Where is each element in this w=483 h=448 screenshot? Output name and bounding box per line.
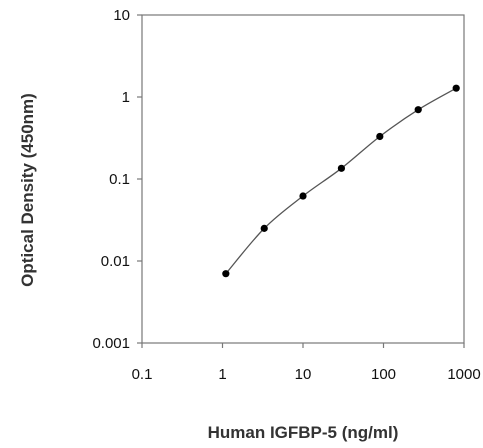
plot-area-border: [141, 14, 465, 344]
series-line-group: [225, 87, 457, 275]
y-axis: 0.001 0.01 0.1 1 10: [92, 7, 142, 352]
data-point-1: [260, 224, 268, 232]
plot-frame: [141, 14, 465, 344]
data-points: [222, 84, 460, 278]
y-tick-label-1: 0.01: [101, 253, 130, 270]
data-point-0: [222, 270, 230, 278]
y-axis-label: Optical Density (450nm): [18, 93, 37, 287]
x-tick-label-1: 1: [218, 366, 226, 383]
data-point-5: [414, 106, 422, 114]
x-tick-label-0: 0.1: [132, 366, 153, 383]
data-point-3: [337, 164, 346, 172]
data-point-2: [299, 192, 307, 200]
x-axis-label: Human IGFBP-5 (ng/ml): [208, 423, 399, 442]
data-point-6: [452, 84, 460, 92]
y-tick-label-2: 0.1: [109, 171, 130, 188]
x-tick-label-3: 100: [371, 366, 396, 383]
x-tick-label-2: 10: [295, 366, 312, 383]
y-tick-label-0: 0.001: [92, 335, 130, 352]
y-tick-label-4: 10: [113, 7, 130, 24]
y-tick-label-3: 1: [122, 89, 130, 106]
series-line: [225, 87, 457, 275]
x-tick-label-4: 1000: [447, 366, 480, 383]
data-point-4: [376, 132, 384, 141]
x-axis: 0.1 1 10 100 1000: [132, 343, 481, 383]
